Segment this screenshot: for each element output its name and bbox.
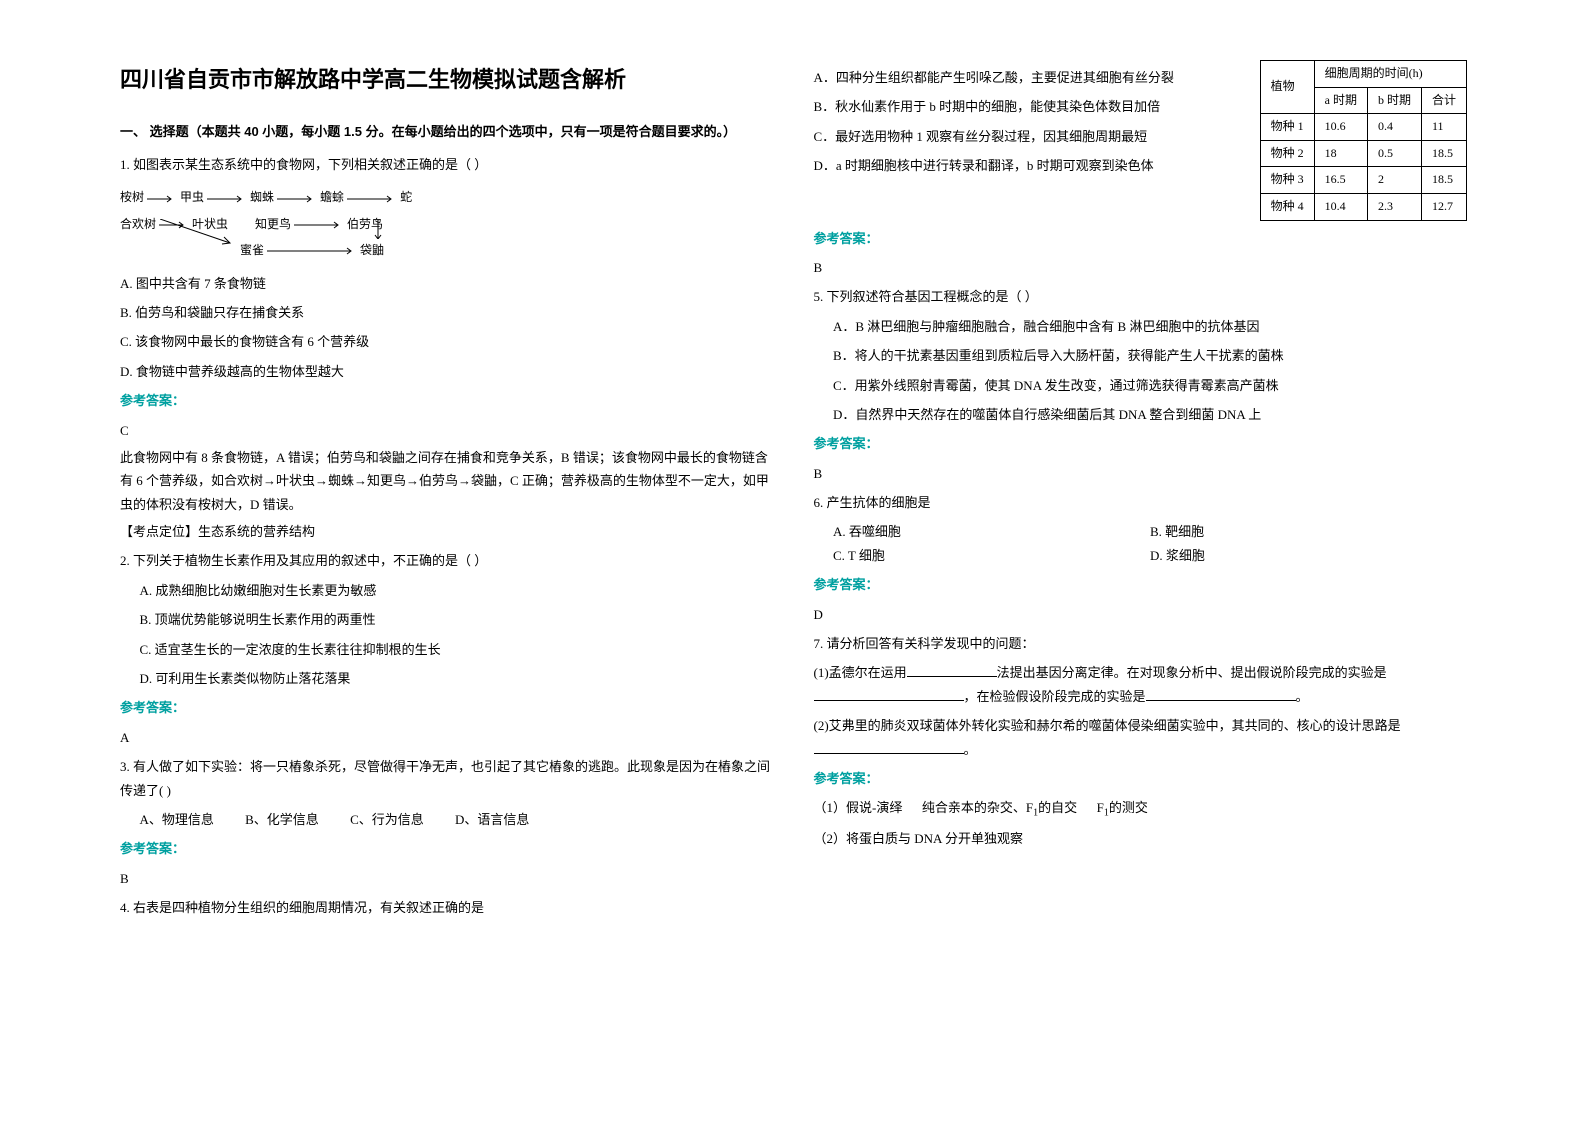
answer-label: 参考答案：: [120, 696, 774, 719]
answer-label: 参考答案：: [814, 227, 1468, 250]
node-snake: 蛇: [400, 190, 412, 204]
q6-opts: A. 吞噬细胞 B. 靶细胞 C. T 细胞 D. 浆细胞: [833, 520, 1467, 567]
q7-ans1: （1）假说-演绎 纯合亲本的杂交、F1的自交 F1的测交: [814, 796, 1468, 823]
node-honeyeater: 蜜雀: [240, 243, 264, 257]
q3-opt-b: B、化学信息: [245, 812, 319, 827]
page-title: 四川省自贡市市解放路中学高二生物模拟试题含解析: [120, 60, 774, 100]
q4-opt-a: A．四种分生组织都能产生吲哚乙酸，主要促进其细胞有丝分裂: [814, 66, 1250, 89]
q1-kd: 【考点定位】生态系统的营养结构: [120, 520, 774, 543]
q1-opt-d: D. 食物链中营养级越高的生物体型越大: [120, 360, 774, 383]
node-eucalyptus: 桉树: [120, 190, 144, 204]
q2-opt-a: A. 成熟细胞比幼嫩细胞对生长素更为敏感: [140, 579, 774, 602]
q4-opt-d: D．a 时期细胞核中进行转录和翻译，b 时期可观察到染色体: [814, 154, 1250, 177]
q2-answer: A: [120, 726, 774, 749]
answer-label: 参考答案：: [120, 837, 774, 860]
q1-opt-b: B. 伯劳鸟和袋鼬只存在捕食关系: [120, 301, 774, 324]
q2-opt-d: D. 可利用生长素类似物防止落花落果: [140, 667, 774, 690]
node-quoll: 袋鼬: [360, 243, 384, 257]
answer-label: 参考答案：: [814, 767, 1468, 790]
q3-opt-d: D、语言信息: [455, 812, 529, 827]
table-row: 物种 110.60.411: [1260, 114, 1466, 141]
q4-table: 植物 细胞周期的时间(h) a 时期 b 时期 合计 物种 110.60.411…: [1260, 60, 1467, 221]
fill-blank[interactable]: [814, 688, 964, 701]
q7-stem: 7. 请分析回答有关科学发现中的问题：: [814, 632, 1468, 655]
q1-opt-a: A. 图中共含有 7 条食物链: [120, 272, 774, 295]
node-acacia: 合欢树: [120, 217, 156, 231]
fill-blank[interactable]: [1146, 688, 1296, 701]
section-1-head: 一、 选择题（本题共 40 小题，每小题 1.5 分。在每小题给出的四个选项中，…: [120, 120, 774, 143]
q2-opt-b: B. 顶端优势能够说明生长素作用的两重性: [140, 608, 774, 631]
q4-opt-c: C．最好选用物种 1 观察有丝分裂过程，因其细胞周期最短: [814, 125, 1250, 148]
q6-opt-d: D. 浆细胞: [1150, 544, 1467, 567]
q5-answer: B: [814, 462, 1468, 485]
q4-answer: B: [814, 256, 1468, 279]
node-robin: 知更鸟: [255, 217, 291, 231]
table-row: 物种 410.42.312.7: [1260, 193, 1466, 220]
table-row: 物种 316.5218.5: [1260, 167, 1466, 194]
q1-stem: 1. 如图表示某生态系统中的食物网，下列相关叙述正确的是（ ）: [120, 153, 774, 176]
answer-label: 参考答案：: [814, 573, 1468, 596]
q5-opt-c: C．用紫外线照射青霉菌，使其 DNA 发生改变，通过筛选获得青霉素高产菌株: [833, 374, 1467, 397]
q7-ans2: （2）将蛋白质与 DNA 分开单独观察: [814, 827, 1468, 850]
q4-opt-b: B．秋水仙素作用于 b 时期中的细胞，能使其染色体数目加倍: [814, 95, 1250, 118]
q4-stem: 4. 右表是四种植物分生组织的细胞周期情况，有关叙述正确的是: [120, 896, 774, 919]
q5-stem: 5. 下列叙述符合基因工程概念的是（ ）: [814, 285, 1468, 308]
q3-stem: 3. 有人做了如下实验：将一只樁象杀死，尽管做得干净无声，也引起了其它樁象的逃跑…: [120, 755, 774, 802]
answer-label: 参考答案：: [120, 389, 774, 412]
q2-opt-c: C. 适宜茎生长的一定浓度的生长素往往抑制根的生长: [140, 638, 774, 661]
table-head-a: a 时期: [1314, 87, 1367, 114]
q7-p2: (2)艾弗里的肺炎双球菌体外转化实验和赫尔希的噬菌体侵染细菌实验中，其共同的、核…: [814, 714, 1468, 761]
q3-opts: A、物理信息 B、化学信息 C、行为信息 D、语言信息: [140, 808, 774, 831]
q6-opt-c: C. T 细胞: [833, 544, 1150, 567]
fill-blank[interactable]: [814, 741, 964, 754]
answer-label: 参考答案：: [814, 432, 1468, 455]
q1-opt-c: C. 该食物网中最长的食物链含有 6 个营养级: [120, 330, 774, 353]
q5-opt-b: B．将人的干扰素基因重组到质粒后导入大肠杆菌，获得能产生人干扰素的菌株: [833, 344, 1467, 367]
table-row: 物种 2180.518.5: [1260, 140, 1466, 167]
table-head-b: b 时期: [1367, 87, 1421, 114]
q7-p1: (1)孟德尔在运用法提出基因分离定律。在对现象分析中、提出假说阶段完成的实验是，…: [814, 661, 1468, 708]
q5-opt-d: D．自然界中天然存在的噬菌体自行感染细菌后其 DNA 整合到细菌 DNA 上: [833, 403, 1467, 426]
table-head-sum: 合计: [1421, 87, 1466, 114]
q2-stem: 2. 下列关于植物生长素作用及其应用的叙述中，不正确的是（ ）: [120, 549, 774, 572]
q3-answer: B: [120, 867, 774, 890]
node-spider: 蜘蛛: [250, 190, 274, 204]
q1-diagram: 桉树 甲虫 蜘蛛 蟾蜍 蛇 合欢树 叶状虫 知更鸟 伯劳鸟 蜜雀 袋鼬: [120, 184, 774, 263]
q6-opt-b: B. 靶细胞: [1150, 520, 1467, 543]
table-head-top: 细胞周期的时间(h): [1314, 61, 1466, 88]
q5-opt-a: A．B 淋巴细胞与肿瘤细胞融合，融合细胞中含有 B 淋巴细胞中的抗体基因: [833, 315, 1467, 338]
q6-opt-a: A. 吞噬细胞: [833, 520, 1150, 543]
q1-explain: 此食物网中有 8 条食物链，A 错误；伯劳鸟和袋鼬之间存在捕食和竞争关系，B 错…: [120, 446, 774, 516]
table-head-plant: 植物: [1260, 61, 1314, 114]
q1-answer: C: [120, 419, 774, 442]
node-toad: 蟾蜍: [320, 190, 344, 204]
node-beetle: 甲虫: [180, 190, 204, 204]
q3-opt-c: C、行为信息: [350, 812, 424, 827]
fill-blank[interactable]: [907, 664, 997, 677]
q3-opt-a: A、物理信息: [140, 812, 214, 827]
q6-stem: 6. 产生抗体的细胞是: [814, 491, 1468, 514]
q6-answer: D: [814, 603, 1468, 626]
